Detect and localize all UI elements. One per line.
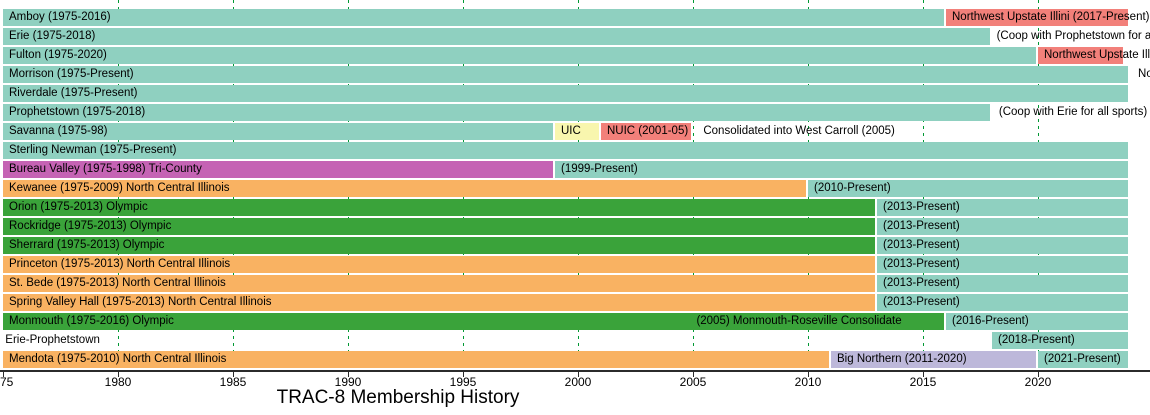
bar-segment: Northwest Upstate Illini (2017-Present) <box>946 9 1150 26</box>
tick-label-1990: 1990 <box>334 375 362 389</box>
annotation: (2005) Monmouth-Roseville Consolidate <box>696 315 902 327</box>
bar-segment: Princeton (1975-2013) North Central Illi… <box>3 256 875 273</box>
timeline-row-savanna: Savanna (1975-98) UIC NUIC (2001-05) Consol… <box>0 123 1150 140</box>
bar-segment: (2021-Present) <box>1038 351 1128 368</box>
tick-mark-2005 <box>693 372 694 377</box>
bar-segment: Northwest Upstate Illini (2021-Present) <box>1038 47 1150 64</box>
tick-label-2010: 2010 <box>794 375 822 389</box>
bar-segment: Monmouth (1975-2016) Olympic <box>3 313 944 330</box>
tick-label-2015: 2015 <box>909 375 937 389</box>
bar-segment: Rockridge (1975-2013) Olympic <box>3 218 875 235</box>
timeline-row-erie-prophetstown: (2018-Present) Erie-Prophetstown <box>0 332 1150 349</box>
tick-mark-75 <box>3 372 4 377</box>
tick-mark-1990 <box>348 372 349 377</box>
tick-mark-2010 <box>808 372 809 377</box>
timeline-row-princeton: Princeton (1975-2013) North Central Illi… <box>0 256 1150 273</box>
chart-title: TRAC-8 Membership History <box>276 387 520 408</box>
bar-segment: (2013-Present) <box>877 275 1128 292</box>
annotation: (Coop with Erie for all sports) <box>998 106 1148 118</box>
bar-segment: (2013-Present) <box>877 294 1128 311</box>
timeline-row-st-bede: St. Bede (1975-2013) North Central Illin… <box>0 275 1150 292</box>
bar-segment: UIC <box>555 123 599 140</box>
bar-segment: NUIC (2001-05) <box>601 123 691 140</box>
bar-segment: Sherrard (1975-2013) Olympic <box>3 237 875 254</box>
bar-segment: (2010-Present) <box>808 180 1128 197</box>
bar-segment: Orion (1975-2013) Olympic <box>3 199 875 216</box>
tick-mark-2015 <box>923 372 924 377</box>
tick-label-1980: 1980 <box>104 375 132 389</box>
bar-segment: (2016-Present) <box>946 313 1128 330</box>
bar-segment: Riverdale (1975-Present) <box>3 85 1128 102</box>
tick-label-75: 75 <box>0 375 14 389</box>
bar-segment: St. Bede (1975-2013) North Central Illin… <box>3 275 875 292</box>
timeline-row-riverdale: Riverdale (1975-Present) <box>0 85 1150 102</box>
tick-mark-1980 <box>118 372 119 377</box>
bar-segment: (1999-Present) <box>555 161 1128 178</box>
timeline-row-amboy: Amboy (1975-2016) Northwest Upstate Illin… <box>0 9 1150 26</box>
timeline-row-bureau-valley: Bureau Valley (1975-1998) Tri-County (199… <box>0 161 1150 178</box>
bar-segment: Spring Valley Hall (1975-2013) North Cen… <box>3 294 875 311</box>
timeline-row-morrison: Morrison (1975-Present) Nor <box>0 66 1150 83</box>
bar-segment: (2013-Present) <box>877 237 1128 254</box>
tick-label-1985: 1985 <box>219 375 247 389</box>
tick-mark-1985 <box>233 372 234 377</box>
timeline-row-sherrard: Sherrard (1975-2013) Olympic (2013-Presen… <box>0 237 1150 254</box>
timeline-row-orion: Orion (1975-2013) Olympic (2013-Present) <box>0 199 1150 216</box>
x-axis-line <box>0 370 1150 372</box>
tick-mark-1995 <box>463 372 464 377</box>
bar-segment: Bureau Valley (1975-1998) Tri-County <box>3 161 553 178</box>
annotation: (Coop with Prophetstown for all sports) <box>996 30 1150 42</box>
bar-segment: (2013-Present) <box>877 218 1128 235</box>
timeline-row-mendota: Mendota (1975-2010) North Central Illino… <box>0 351 1150 368</box>
tick-label-1995: 1995 <box>449 375 477 389</box>
timeline-row-sterling-newman: Sterling Newman (1975-Present) <box>0 142 1150 159</box>
annotation: Consolidated into West Carroll (2005) <box>703 125 895 137</box>
timeline-row-kewanee: Kewanee (1975-2009) North Central Illino… <box>0 180 1150 197</box>
tick-mark-2020 <box>1038 372 1039 377</box>
tick-label-2020: 2020 <box>1024 375 1052 389</box>
timeline-row-prophetstown: Prophetstown (1975-2018) (Coop with Erie … <box>0 104 1150 121</box>
bar-segment: (2018-Present) <box>992 332 1128 349</box>
bar-segment: Fulton (1975-2020) <box>3 47 1036 64</box>
timeline-row-rockridge: Rockridge (1975-2013) Olympic (2013-Prese… <box>0 218 1150 235</box>
bar-segment: Prophetstown (1975-2018) <box>3 104 990 121</box>
timeline-row-spring-valley-hall: Spring Valley Hall (1975-2013) North Cen… <box>0 294 1150 311</box>
bar-segment: Morrison (1975-Present) <box>3 66 1128 83</box>
annotation: Nor <box>1138 68 1150 80</box>
tick-label-2005: 2005 <box>679 375 707 389</box>
tick-mark-2000 <box>578 372 579 377</box>
bar-segment: (2013-Present) <box>877 256 1128 273</box>
bar-segment: Erie (1975-2018) <box>3 28 990 45</box>
bar-segment: Big Northern (2011-2020) <box>831 351 1036 368</box>
bar-segment: Sterling Newman (1975-Present) <box>3 142 1128 159</box>
timeline-row-monmouth: Monmouth (1975-2016) Olympic (2016-Presen… <box>0 313 1150 330</box>
bar-segment: (2013-Present) <box>877 199 1128 216</box>
timeline-row-erie: Erie (1975-2018) (Coop with Prophetstown … <box>0 28 1150 45</box>
timeline-row-fulton: Fulton (1975-2020)Northwest Upstate Illi… <box>0 47 1150 64</box>
bar-segment: Mendota (1975-2010) North Central Illino… <box>3 351 829 368</box>
bar-segment: Kewanee (1975-2009) North Central Illino… <box>3 180 806 197</box>
bar-segment: Savanna (1975-98) <box>3 123 553 140</box>
annotation: Erie-Prophetstown <box>5 334 100 346</box>
bar-segment: Amboy (1975-2016) <box>3 9 944 26</box>
tick-label-2000: 2000 <box>564 375 592 389</box>
